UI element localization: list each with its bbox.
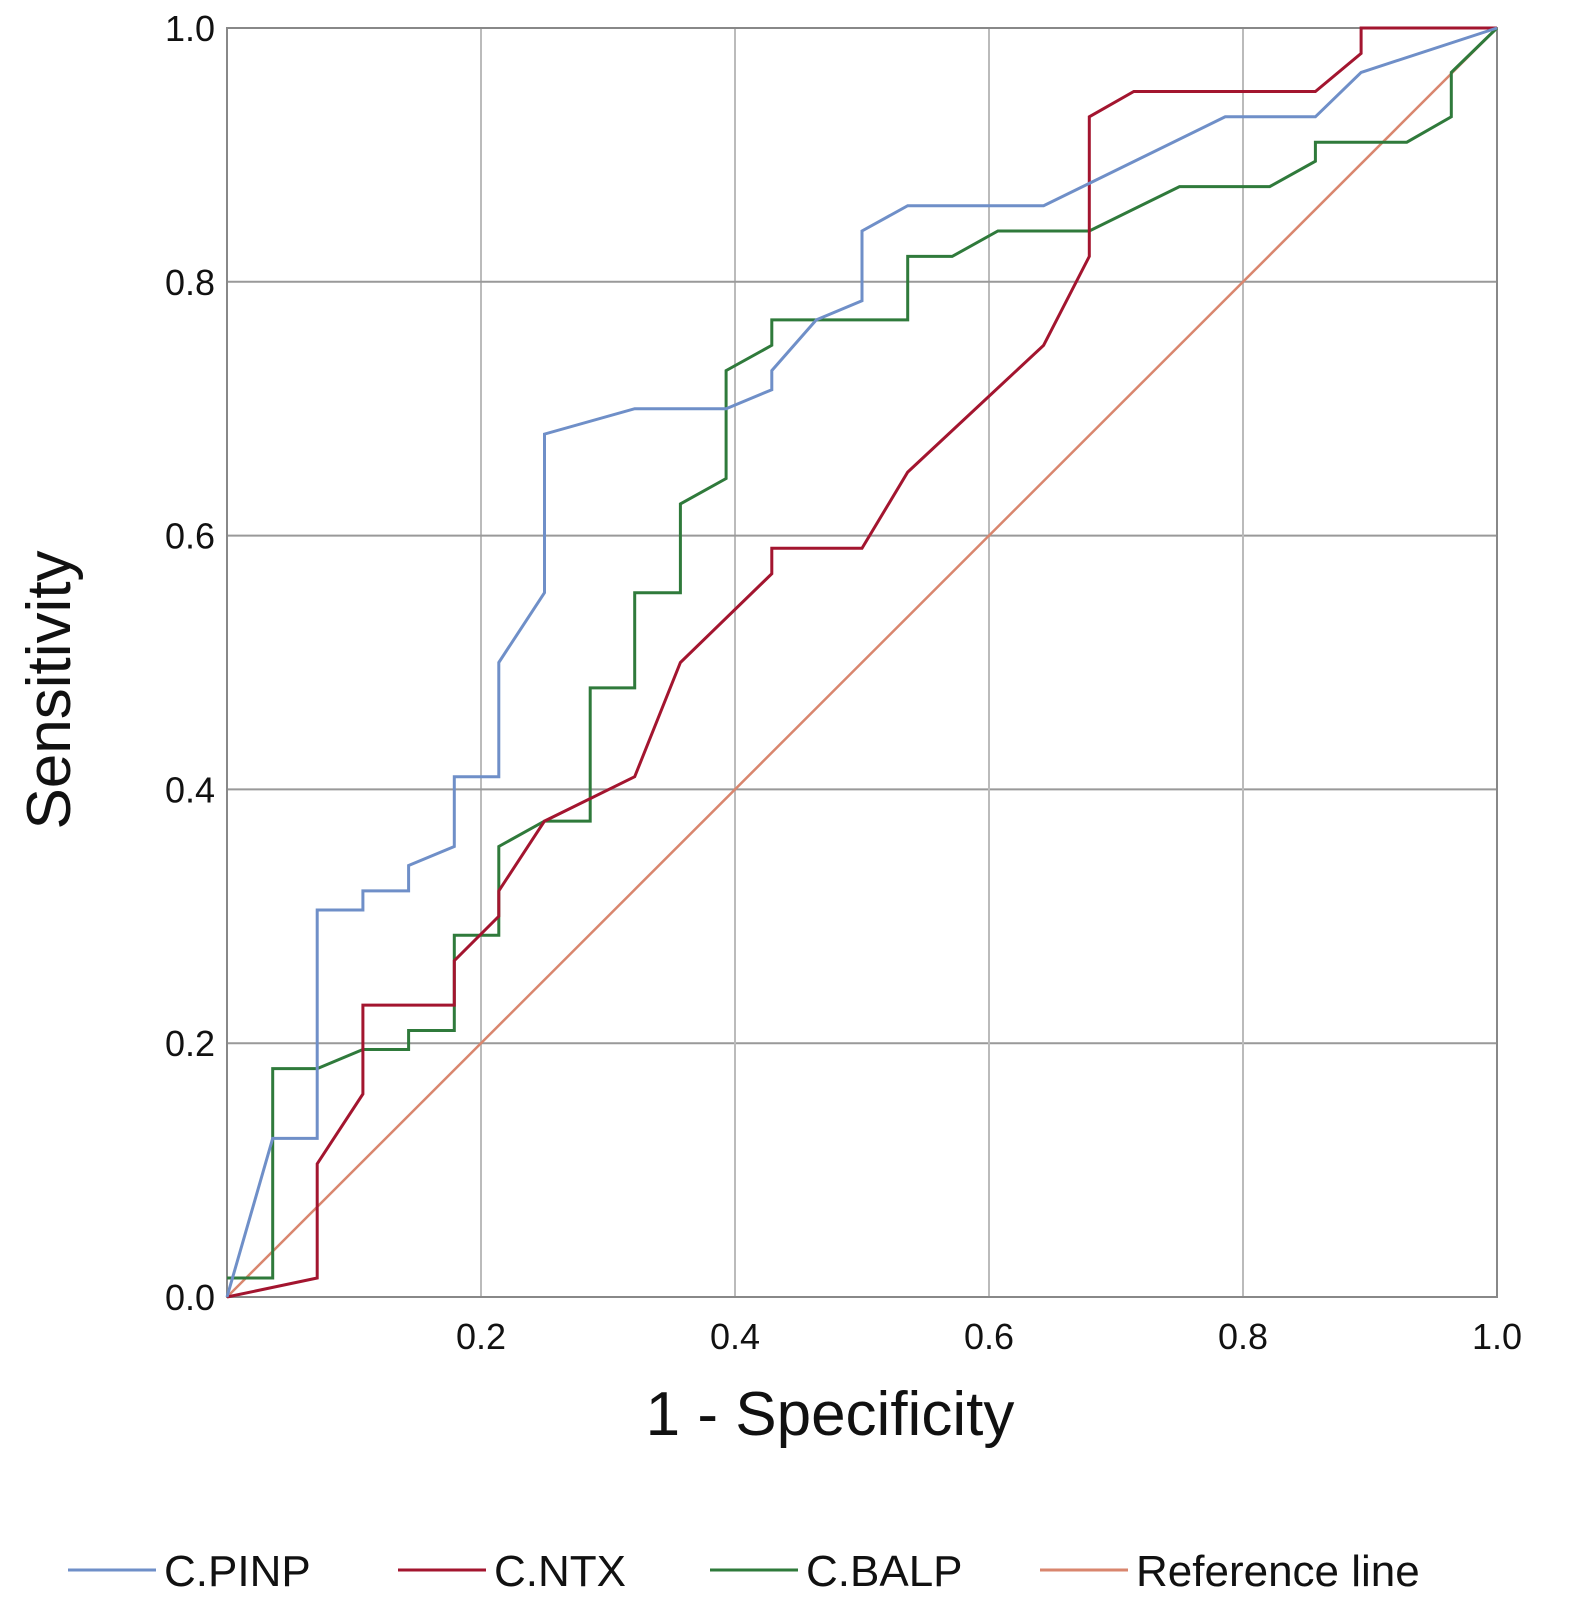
legend-label: C.BALP (806, 1547, 963, 1596)
legend-label: Reference line (1136, 1547, 1420, 1596)
legend: C.PINP C.NTX C.BALP Reference line (68, 1547, 1420, 1596)
series-line-c-ntx (226, 26, 1497, 1299)
series-line-c-pinp (225, 26, 1498, 1298)
y-tick-label: 0.6 (165, 516, 215, 557)
plot-frame (226, 27, 1498, 1298)
series-lines (225, 26, 1499, 1299)
y-tick-label: 0.8 (165, 262, 215, 303)
grid (226, 27, 1498, 1298)
series-line-reference-line (226, 27, 1498, 1298)
legend-label: C.NTX (494, 1547, 626, 1596)
y-tick-label: 0.0 (165, 1277, 215, 1318)
x-tick-label: 0.4 (710, 1316, 760, 1357)
x-tick-label: 0.8 (1218, 1316, 1268, 1357)
x-tick-label: 0.6 (964, 1316, 1014, 1357)
y-tick-label: 1.0 (165, 8, 215, 49)
x-tick-label: 0.2 (456, 1316, 506, 1357)
legend-label: C.PINP (164, 1547, 311, 1596)
y-tick-label: 0.4 (165, 769, 215, 810)
y-axis-label: Sensitivity (15, 550, 84, 829)
series-line-c-balp (227, 26, 1499, 1280)
x-tick-label: 1.0 (1472, 1316, 1522, 1357)
y-ticks: 0.0 0.2 0.4 0.6 0.8 1.0 (165, 8, 215, 1318)
x-ticks: 0.2 0.4 0.6 0.8 1.0 (456, 1316, 1522, 1357)
y-tick-label: 0.2 (165, 1023, 215, 1064)
x-axis-label: 1 - Specificity (646, 1380, 1015, 1449)
